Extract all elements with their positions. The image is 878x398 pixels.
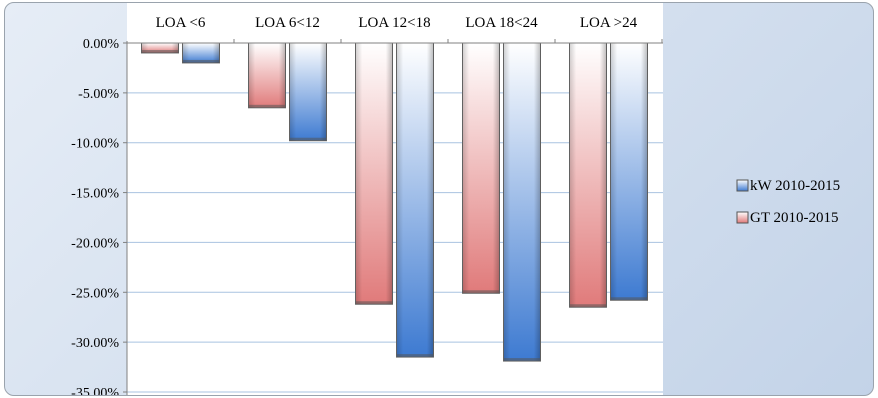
y-tick-label: -20.00%	[71, 236, 119, 251]
y-tick-label: -30.00%	[71, 336, 119, 351]
bar-bevel	[396, 43, 434, 358]
legend-item: GT 2010-2015	[736, 210, 838, 226]
bar-bevel	[569, 43, 607, 308]
bar-base-edge	[182, 59, 220, 63]
category-label: LOA <6	[156, 15, 206, 31]
y-tick-label: 0.00%	[83, 37, 120, 52]
bars	[141, 42, 648, 362]
y-tick-label: -5.00%	[78, 87, 119, 102]
bar-base-edge	[462, 290, 500, 294]
bar-bevel	[289, 43, 327, 141]
bar-chart: 0.00% -5.00% -10.00% -15.00% -20.00% -25.00% -…	[71, 3, 840, 395]
y-tick-label: -25.00%	[71, 286, 119, 301]
bar-bevel	[182, 43, 220, 63]
bar-base-edge	[396, 354, 434, 358]
y-tick-label: -35.00%	[71, 386, 119, 395]
bar-bevel	[141, 43, 179, 53]
bar	[182, 42, 220, 64]
bar-base-edge	[569, 304, 607, 308]
bar-base-edge	[503, 358, 541, 362]
bar-bevel	[503, 43, 541, 362]
category-label: LOA 6<12	[255, 15, 320, 31]
axes: 0.00% -5.00% -10.00% -15.00% -20.00% -25.00% -…	[71, 15, 663, 395]
bar	[503, 42, 541, 362]
bar-bevel	[355, 43, 393, 305]
legend: kW 2010-2015 GT 2010-2015	[736, 178, 840, 226]
legend-label: GT 2010-2015	[750, 210, 838, 226]
bar	[289, 42, 327, 142]
bar-bevel	[248, 43, 286, 108]
bar-base-edge	[355, 301, 393, 305]
bar	[610, 42, 648, 301]
bar-bevel	[610, 43, 648, 301]
bar-base-edge	[289, 137, 327, 141]
category-label: LOA 12<18	[358, 15, 430, 31]
bar	[355, 42, 393, 305]
bar-base-edge	[141, 49, 179, 53]
category-label: LOA >24	[580, 15, 638, 31]
bar	[141, 42, 179, 54]
bar	[569, 42, 607, 308]
bar	[462, 42, 500, 294]
bar-bevel	[462, 43, 500, 294]
legend-label: kW 2010-2015	[750, 178, 840, 194]
category-label: LOA 18<24	[465, 15, 538, 31]
bar-base-edge	[610, 297, 648, 301]
y-tick-label: -15.00%	[71, 187, 119, 202]
bar	[248, 42, 286, 109]
legend-item: kW 2010-2015	[736, 178, 840, 194]
bar-base-edge	[248, 104, 286, 108]
y-tick-label: -10.00%	[71, 137, 119, 152]
bar	[396, 42, 434, 358]
gridlines	[127, 92, 663, 393]
chart-frame: 0.00% -5.00% -10.00% -15.00% -20.00% -25.00% -…	[4, 2, 874, 396]
legend-swatch	[736, 211, 749, 224]
legend-swatch	[736, 179, 749, 192]
